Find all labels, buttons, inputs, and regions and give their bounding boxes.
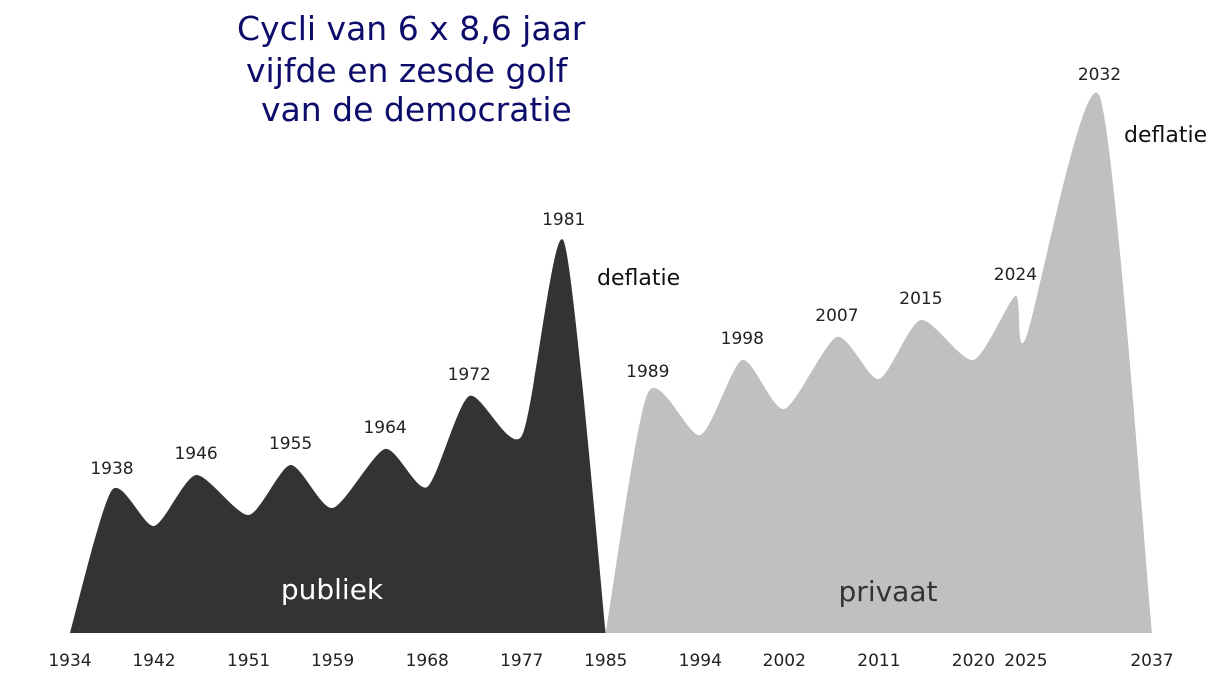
publiek-series: publiek deflatie	[70, 239, 680, 633]
x-tick-2011: 2011	[857, 651, 900, 671]
peak-label-1989: 1989	[626, 362, 669, 382]
peak-label-1955: 1955	[269, 434, 312, 454]
x-tick-1934: 1934	[48, 651, 91, 671]
peak-label-2024: 2024	[994, 265, 1037, 285]
peak-label-1964: 1964	[363, 418, 406, 438]
x-tick-1968: 1968	[406, 651, 449, 671]
title-line-3: van de democratie	[261, 90, 572, 129]
peak-label-2007: 2007	[815, 306, 858, 326]
publiek-label: publiek	[281, 573, 384, 606]
privaat-label: privaat	[839, 575, 938, 608]
x-tick-1942: 1942	[132, 651, 175, 671]
title-line-2: vijfde en zesde golf	[246, 51, 568, 90]
x-tick-2025: 2025	[1004, 651, 1047, 671]
peak-label-2032: 2032	[1078, 65, 1121, 85]
x-tick-2037: 2037	[1130, 651, 1173, 671]
deflatie-annotation-2: deflatie	[1124, 123, 1207, 148]
privaat-series: privaat deflatie	[605, 92, 1207, 633]
x-tick-2002: 2002	[763, 651, 806, 671]
peak-label-2015: 2015	[899, 289, 942, 309]
x-tick-1985: 1985	[584, 651, 627, 671]
privaat-area	[605, 92, 1152, 633]
x-axis-ticks: 1934 1942 1951 1959 1968 1977 1985 1994 2002 2011…	[48, 651, 1173, 671]
x-tick-1959: 1959	[311, 651, 354, 671]
peak-label-1981: 1981	[542, 210, 585, 230]
x-tick-1951: 1951	[227, 651, 270, 671]
peak-label-1998: 1998	[721, 329, 764, 349]
peak-label-1946: 1946	[174, 444, 217, 464]
deflatie-annotation-1: deflatie	[597, 266, 680, 291]
title-line-1: Cycli van 6 x 8,6 jaar	[237, 9, 586, 48]
peak-label-1972: 1972	[448, 365, 491, 385]
x-tick-1977: 1977	[500, 651, 543, 671]
x-tick-1994: 1994	[679, 651, 722, 671]
peak-label-1938: 1938	[90, 459, 133, 479]
publiek-area	[70, 239, 606, 633]
peak-labels: 1938 1946 1955 1964 1972 1981 1989 1998 2007 2015…	[90, 65, 1121, 479]
x-tick-2020: 2020	[952, 651, 995, 671]
